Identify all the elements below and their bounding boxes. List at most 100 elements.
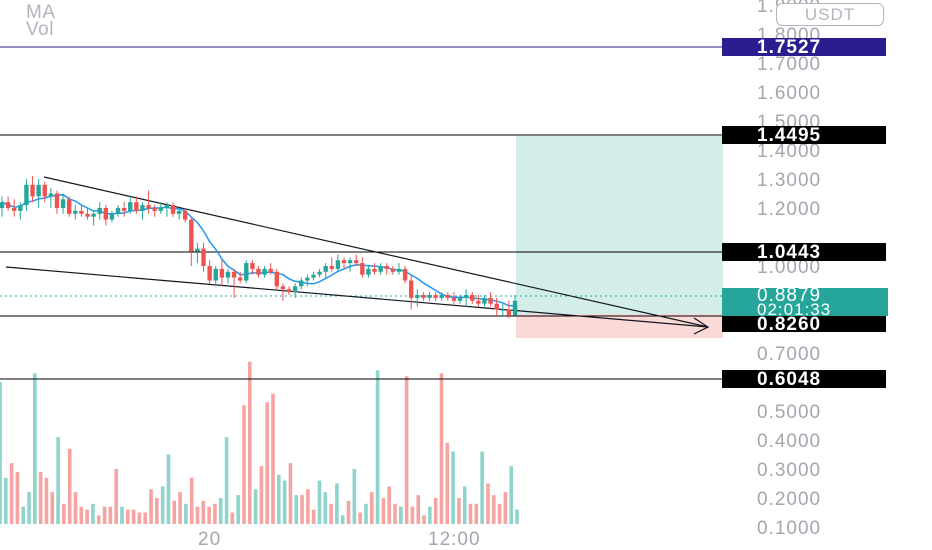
candle-body	[402, 268, 408, 281]
badge-17527: 1.7527	[722, 37, 886, 58]
volume-bar	[236, 495, 240, 524]
candle-body	[329, 266, 334, 269]
candle-body	[378, 266, 383, 272]
candle-body	[36, 184, 41, 197]
candle-body	[396, 268, 402, 272]
candle-body	[225, 271, 231, 278]
volume-bar	[294, 495, 299, 524]
stop-zone[interactable]	[516, 314, 723, 338]
legend-vol[interactable]: Vol	[26, 19, 54, 40]
currency-button[interactable]: USDT	[776, 3, 884, 26]
volume-bar	[62, 503, 66, 524]
candle-body	[60, 199, 66, 208]
svg-text:02:01:33: 02:01:33	[757, 300, 831, 319]
volume-bar	[387, 486, 392, 524]
volume-bar	[184, 503, 188, 524]
candle-body	[201, 248, 206, 266]
volume-bar	[277, 474, 281, 524]
badge-06048: 0.6048	[722, 369, 886, 390]
time-label-20: 20	[198, 529, 221, 550]
price-tick-label: 1.7000	[757, 54, 821, 75]
candle-body	[12, 208, 17, 211]
volume-bar	[224, 437, 229, 524]
candle-body	[0, 202, 5, 208]
volume-bar	[375, 370, 380, 524]
time-label-1200: 12:00	[428, 529, 481, 550]
arrow-icon	[693, 317, 710, 335]
price-axis[interactable]: 1.90001.80001.70001.60001.50001.40001.30…	[757, 0, 821, 539]
price-tick-label: 0.7000	[757, 344, 821, 365]
candle-body	[237, 277, 243, 281]
candle-body	[250, 263, 255, 269]
candle-body	[213, 268, 218, 281]
volume-bar	[0, 382, 2, 524]
candle-body	[30, 184, 35, 197]
price-tick-label: 0.4000	[757, 431, 821, 452]
candle-body	[97, 208, 102, 214]
candle-body	[170, 205, 176, 214]
candle-body	[48, 193, 54, 197]
volume-bar	[439, 373, 444, 524]
volume-bar	[27, 492, 31, 524]
volume-bar	[96, 515, 101, 524]
price-tick-label: 1.4000	[757, 141, 821, 162]
candle-body	[66, 199, 72, 214]
volume-bar	[416, 495, 421, 524]
candle-body	[164, 205, 170, 208]
candle-body	[463, 295, 469, 298]
volume-bar	[120, 506, 124, 524]
lower-trendline[interactable]	[5, 266, 709, 328]
volume-bar	[44, 477, 49, 524]
candle-body	[433, 295, 438, 298]
volume-bar	[422, 515, 426, 524]
target-zone[interactable]	[516, 136, 723, 314]
volume-bar	[201, 500, 206, 524]
volume-bar	[253, 489, 258, 524]
volume-bar	[143, 512, 148, 524]
volume-bar	[468, 503, 473, 524]
volume-bar	[399, 506, 403, 524]
volume-bar	[491, 495, 496, 524]
svg-text:1.4495: 1.4495	[757, 125, 821, 146]
volume-bar	[323, 492, 328, 524]
svg-text:0.6048: 0.6048	[757, 369, 821, 390]
candle-body	[207, 266, 212, 281]
candle-body	[219, 268, 225, 278]
volume-bar	[73, 492, 78, 524]
candle-body	[506, 309, 512, 316]
volume-bar	[503, 492, 508, 524]
price-tick-label: 1.6000	[757, 83, 821, 104]
candle-body	[268, 268, 273, 272]
candle-body	[146, 205, 151, 208]
candle-body	[476, 300, 481, 304]
candle-body	[183, 210, 188, 220]
volume-bar	[358, 512, 362, 524]
volume-bar	[218, 498, 223, 524]
candle-body	[115, 208, 121, 214]
candle-body	[494, 303, 499, 310]
volume-bar	[125, 509, 130, 524]
volume-bar	[352, 469, 357, 524]
legend-ma[interactable]: MA	[26, 2, 56, 23]
candle-body	[176, 210, 182, 214]
upper-trendline[interactable]	[43, 176, 709, 328]
volume-bar	[195, 506, 200, 524]
candle-body	[262, 268, 267, 275]
candle-body	[18, 205, 23, 211]
volume-bar	[317, 480, 322, 524]
price-tick-label: 1.2000	[757, 199, 821, 220]
price-tick-label: 0.1000	[757, 518, 821, 539]
candle-body	[189, 219, 194, 252]
volume-bar	[335, 483, 339, 524]
volume-bar	[15, 471, 20, 524]
volume-bar	[364, 503, 368, 524]
svg-text:1.7527: 1.7527	[757, 37, 821, 58]
volume-bar	[282, 480, 287, 524]
volume-bar	[457, 498, 461, 524]
volume-bar	[474, 503, 479, 524]
candle-body	[299, 280, 304, 287]
candle-body	[366, 268, 371, 275]
volume-bar	[410, 506, 415, 524]
candle-body	[354, 260, 359, 264]
